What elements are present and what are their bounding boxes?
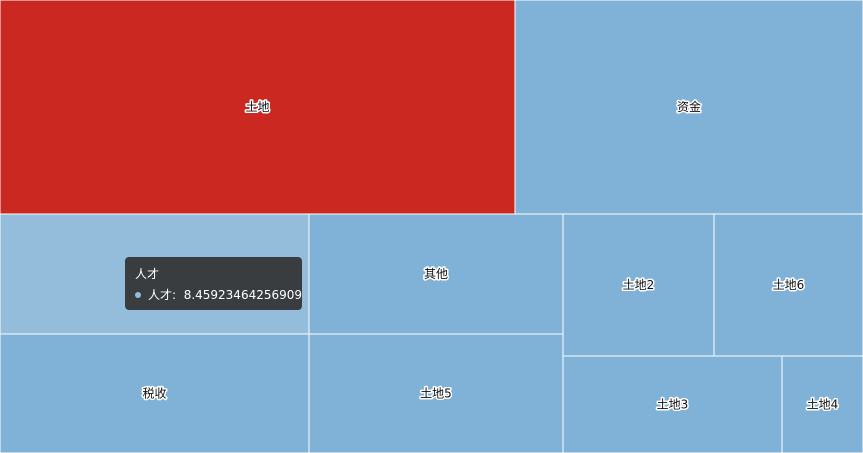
tile-9[interactable] xyxy=(781,355,863,453)
tile-1-label: 资金 xyxy=(677,99,701,114)
tile-3-label: 税收 xyxy=(142,387,166,401)
tile-7[interactable] xyxy=(713,213,863,357)
tooltip-value: 8.45923464256909 xyxy=(183,288,303,302)
tooltip: 人才 人才: 8.45923464256909 xyxy=(125,257,302,310)
tile-0-label: 土地 xyxy=(245,100,269,114)
tooltip-row: 人才: 8.45923464256909 xyxy=(135,285,302,306)
tooltip-series-name: 人才 xyxy=(148,288,173,302)
tile-6[interactable] xyxy=(562,213,715,357)
tile-0[interactable] xyxy=(0,0,516,215)
tile-1[interactable] xyxy=(514,0,863,215)
tile-4[interactable] xyxy=(308,213,564,335)
tooltip-title: 人才 xyxy=(135,267,160,281)
tile-8-label: 土地3 xyxy=(657,398,689,412)
tile-8[interactable] xyxy=(562,355,783,453)
tooltip-series-dot xyxy=(135,292,141,298)
tile-3[interactable] xyxy=(0,333,310,453)
tile-5-label: 土地5 xyxy=(420,387,452,401)
tile-7-label: 土地6 xyxy=(773,278,805,292)
tile-9-label: 土地4 xyxy=(807,398,839,412)
tile-6-label: 土地2 xyxy=(623,278,655,292)
tile-4-label: 其他 xyxy=(424,267,448,281)
